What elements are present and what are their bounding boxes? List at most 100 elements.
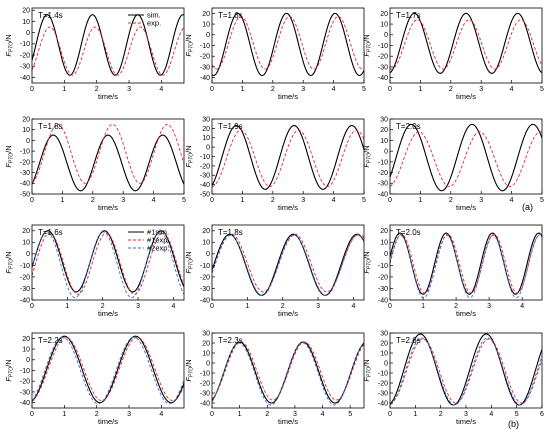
y-tick-label: 20: [202, 11, 210, 18]
x-tick-label: 3: [316, 303, 320, 310]
x-tick-label: 3: [301, 86, 305, 93]
y-tick-label: 0: [26, 357, 30, 364]
y-tick-label: 20: [22, 336, 30, 343]
y-tick-label: 0: [26, 138, 30, 145]
panel-title: T=1.6s: [38, 228, 63, 237]
x-tick-label: 0: [210, 303, 214, 310]
group-label-b: (b): [508, 419, 519, 429]
x-tick-label: 0: [210, 197, 214, 204]
x-tick-label: 3: [487, 303, 491, 310]
y-tick-label: -10: [200, 154, 210, 161]
y-tick-label: -30: [20, 389, 30, 396]
y-tick-label: -40: [20, 75, 30, 82]
series-line-2: [212, 233, 364, 293]
y-tick-label: -40: [200, 400, 210, 407]
x-tick-label: 0: [210, 86, 214, 93]
panel-title: T=1.7s: [396, 11, 421, 20]
y-tick-label: -10: [20, 41, 30, 48]
x-tick-label: 1: [62, 86, 66, 93]
y-tick-label: 0: [206, 360, 210, 367]
y-tick-label: 10: [22, 19, 30, 26]
x-tick-label: 4: [171, 303, 175, 310]
y-tick-label: 20: [380, 127, 388, 134]
y-tick-label: 10: [202, 135, 210, 142]
group-label-a: (a): [522, 202, 533, 212]
y-axis-label: FPTO/N: [184, 251, 195, 273]
series-line-1: [390, 232, 542, 295]
panel-title: T=1.8s: [38, 122, 63, 131]
legend: #1sim.#1exp.#2exp.: [128, 228, 170, 253]
y-tick-label: -30: [20, 170, 30, 177]
x-tick-label: 1: [240, 86, 244, 93]
x-tick-label: 2: [91, 197, 95, 204]
axes-frame: [31, 7, 185, 84]
x-tick-label: 0: [388, 86, 392, 93]
x-tick-label: 1: [238, 411, 242, 418]
series-line-1: [32, 14, 184, 76]
y-tick-label: 20: [380, 340, 388, 347]
x-tick-label: 1: [60, 197, 64, 204]
y-axis-label: FPTO/N: [184, 34, 195, 56]
x-tick-label: 4: [489, 411, 493, 418]
series-line-1: [390, 333, 542, 406]
x-axis-label: time/s: [456, 417, 476, 426]
y-tick-label: -40: [20, 181, 30, 188]
series-line-2: [32, 123, 184, 184]
y-axis-label: FPTO/N: [362, 359, 373, 381]
x-axis-label: time/s: [98, 203, 118, 212]
y-tick-label: -40: [378, 75, 388, 82]
y-tick-label: -40: [378, 191, 388, 198]
axes-frame: [389, 118, 543, 195]
y-tick-label: -20: [20, 274, 30, 281]
y-tick-label: -30: [378, 286, 388, 293]
series-line-3: [390, 337, 542, 406]
x-tick-label: 3: [127, 411, 131, 418]
y-tick-label: -10: [378, 159, 388, 166]
chart-panel-2: 0 1 2 3 4 5 -40 -30 -20 -10 0 10 20 time/s FPTO/N T=1.6…: [184, 7, 366, 101]
y-tick-label: 20: [202, 228, 210, 235]
y-tick-label: 10: [22, 346, 30, 353]
y-tick-label: 0: [384, 149, 388, 156]
y-tick-label: -20: [200, 380, 210, 387]
y-tick-label: -40: [20, 400, 30, 407]
chart-panel-7: 0 1 2 3 4 -40 -30 -20 -10 0 10 20 time/s FPTO/N T=1.6s…: [4, 224, 185, 318]
y-tick-label: -20: [200, 274, 210, 281]
y-tick-label: -10: [200, 370, 210, 377]
panel-title: T=1.6s: [218, 11, 243, 20]
x-tick-label: 4: [351, 303, 355, 310]
y-tick-label: -10: [20, 149, 30, 156]
y-tick-label: -20: [200, 163, 210, 170]
y-tick-label: -20: [378, 170, 388, 177]
x-tick-label: 3: [121, 197, 125, 204]
series-line-1: [32, 134, 184, 192]
y-tick-label: -30: [200, 64, 210, 71]
y-tick-label: 0: [384, 251, 388, 258]
x-tick-label: 5: [540, 197, 544, 204]
x-tick-label: 2: [101, 303, 105, 310]
x-axis-label: time/s: [278, 203, 298, 212]
y-tick-label: -20: [20, 379, 30, 386]
x-tick-label: 4: [332, 197, 336, 204]
panel-title: T=2.0s: [396, 122, 421, 131]
y-tick-label: 0: [206, 251, 210, 258]
y-tick-label: -40: [200, 182, 210, 189]
y-tick-label: -10: [378, 370, 388, 377]
chart-panel-1: 0 1 2 3 4 -40 -30 -20 -10 0 10 20 time/s FPTO/N T=1.4s…: [4, 7, 185, 101]
x-tick-label: 4: [510, 86, 514, 93]
y-tick-label: -10: [200, 43, 210, 50]
x-tick-label: 4: [159, 411, 163, 418]
y-tick-label: -10: [378, 43, 388, 50]
x-tick-label: 0: [30, 197, 34, 204]
series-line-1: [212, 125, 364, 190]
x-tick-label: 1: [245, 303, 249, 310]
y-tick-label: 20: [22, 8, 30, 15]
y-axis-label: FPTO/N: [4, 359, 15, 381]
x-tick-label: 3: [293, 411, 297, 418]
series-line-2: [212, 341, 364, 401]
y-tick-label: -20: [378, 54, 388, 61]
x-tick-label: 0: [30, 411, 34, 418]
axes-frame: [31, 118, 185, 195]
y-tick-label: -20: [20, 159, 30, 166]
legend: sim.exp.: [128, 11, 161, 28]
series-line-2: [390, 338, 542, 404]
